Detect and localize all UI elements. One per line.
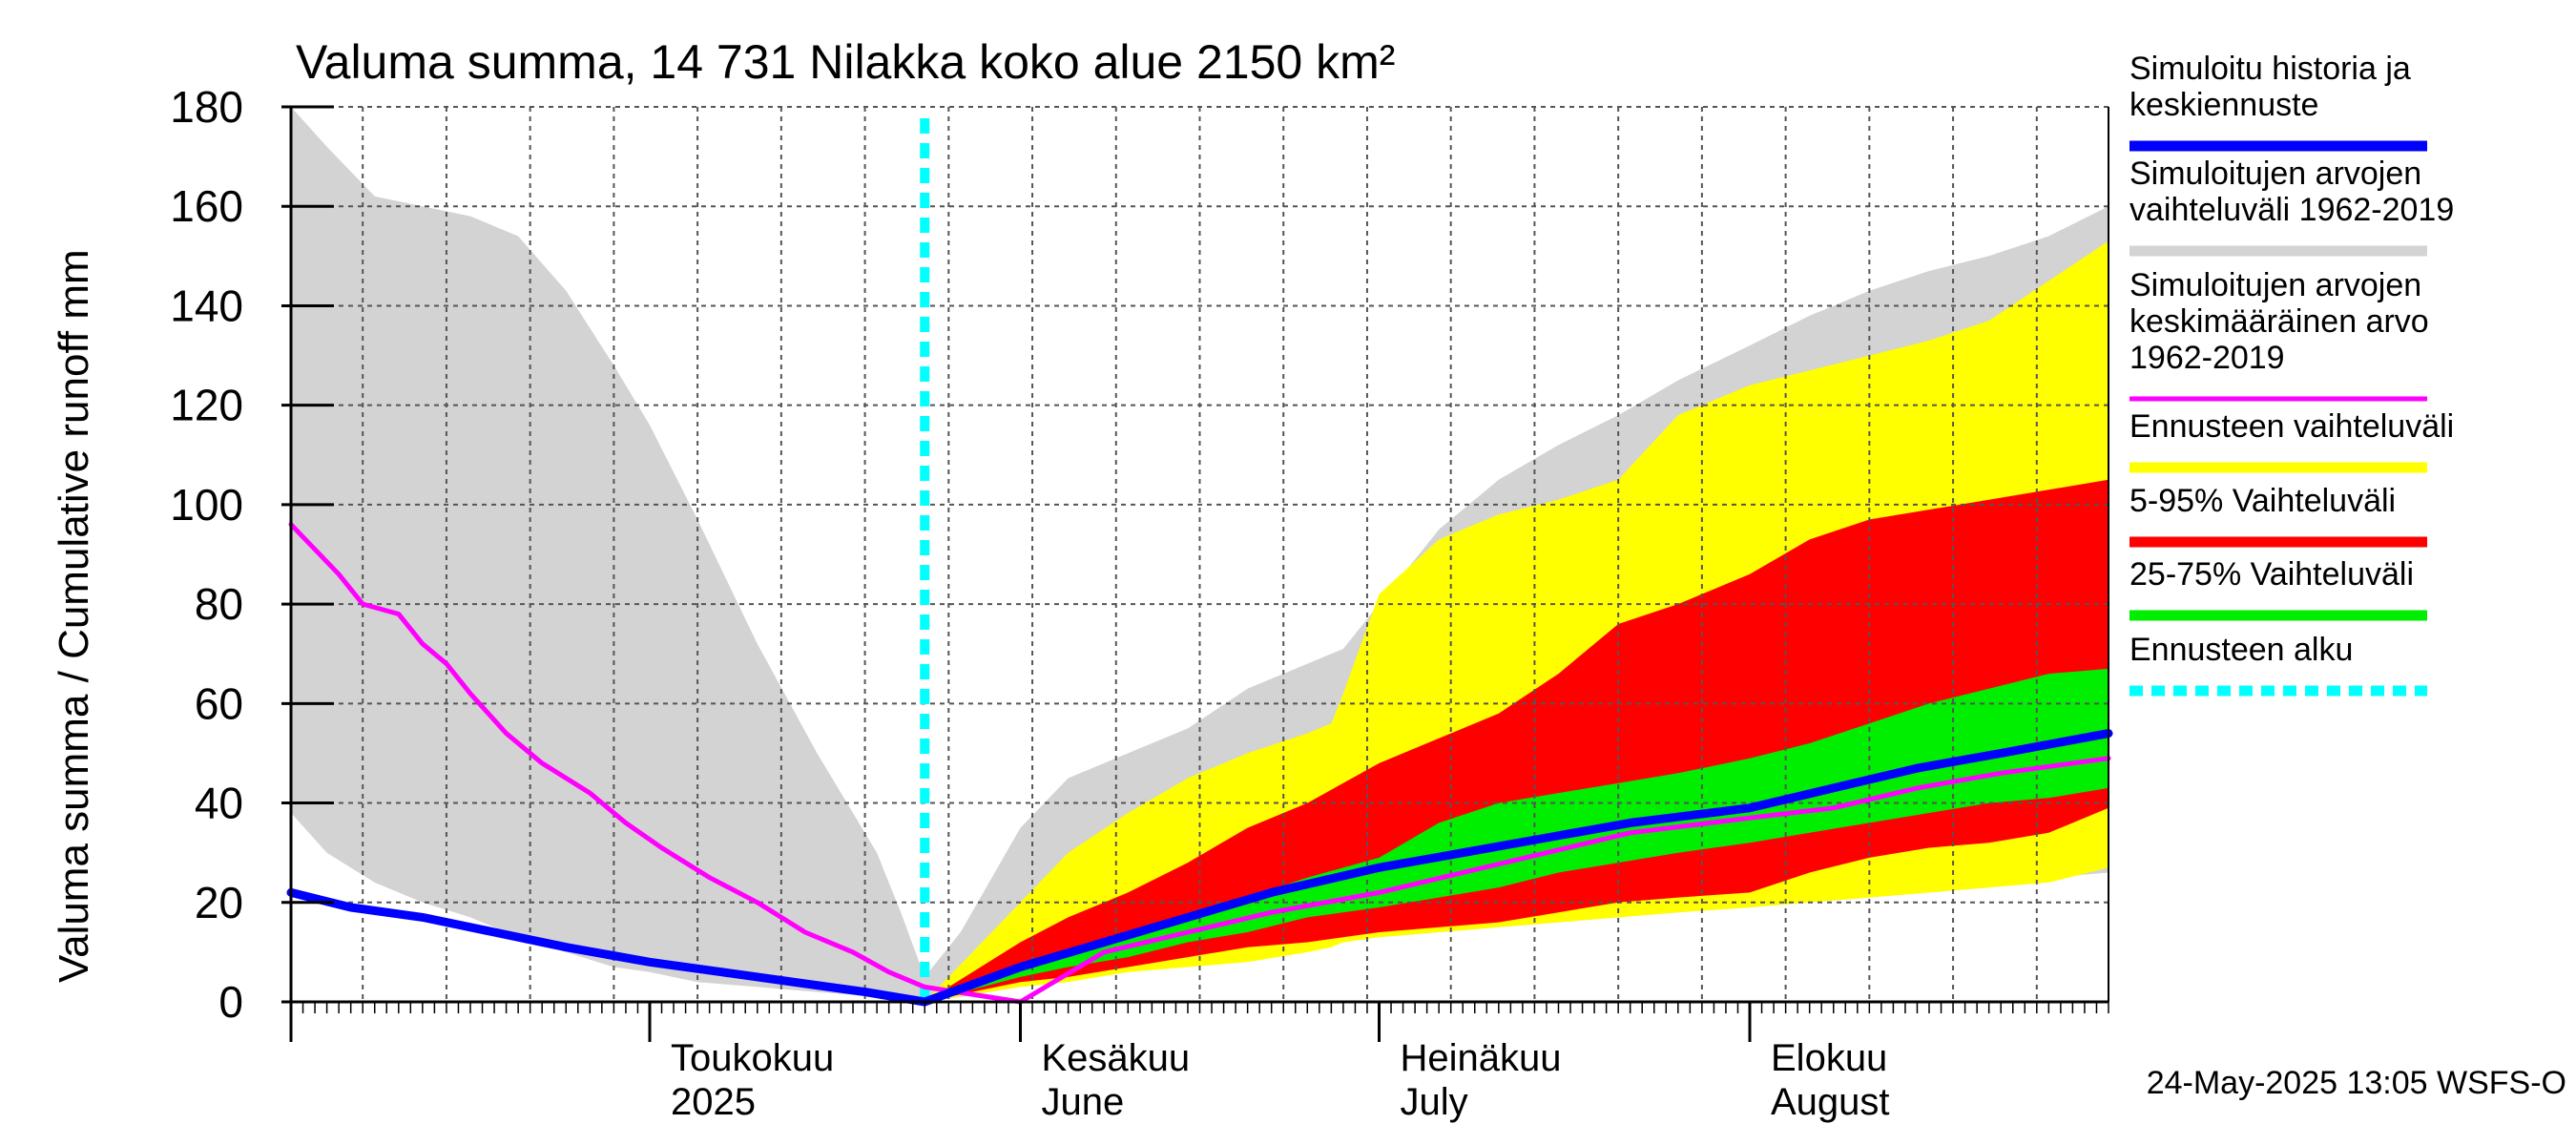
legend-label: 1962-2019 [2129, 340, 2285, 376]
x-month-label: Heinäkuu [1400, 1037, 1561, 1079]
x-year-label: August [1771, 1081, 1890, 1123]
legend-label: vaihteluväli 1962-2019 [2129, 192, 2454, 228]
x-month-label: Elokuu [1771, 1037, 1887, 1079]
y-tick-label: 160 [170, 181, 243, 231]
y-tick-label: 0 [218, 977, 243, 1027]
timestamp-footer: 24-May-2025 13:05 WSFS-O [2147, 1065, 2566, 1101]
p25-75-band [924, 668, 2109, 1002]
simulated-line [286, 729, 2113, 1007]
gridlines [291, 106, 2109, 1002]
mean-line [288, 522, 2111, 1005]
y-tick-label: 120 [170, 381, 243, 430]
x-month-label: Kesäkuu [1042, 1037, 1191, 1079]
legend-label: Ennusteen alku [2129, 632, 2353, 668]
legend-label: Simuloitu historia ja [2129, 51, 2411, 87]
y-tick-label: 140 [170, 281, 243, 330]
y-tick-label: 180 [170, 82, 243, 132]
legend-label: keskimääräinen arvo [2129, 303, 2429, 340]
legend-label: Ennusteen vaihteluväli [2129, 408, 2454, 445]
x-year-label: June [1042, 1081, 1125, 1123]
y-tick-label: 60 [195, 678, 243, 728]
p5-95-band [924, 479, 2109, 1002]
y-axis-label: Valuma summa / Cumulative runoff mm [51, 249, 97, 983]
y-tick-label: 80 [195, 579, 243, 629]
series-lines [286, 118, 2113, 1007]
legend-label: keskiennuste [2129, 87, 2318, 123]
y-tick-label: 100 [170, 480, 243, 530]
legend-label: 5-95% Vaihteluväli [2129, 483, 2396, 519]
x-year-label: 2025 [671, 1081, 756, 1123]
y-tick-label: 40 [195, 779, 243, 828]
x-month-label: Toukokuu [671, 1037, 834, 1079]
y-tick-label: 20 [195, 878, 243, 927]
x-year-label: July [1400, 1081, 1467, 1123]
chart-title: Valuma summa, 14 731 Nilakka koko alue 2… [296, 35, 1395, 89]
legend-label: Simuloitujen arvojen [2129, 156, 2421, 192]
legend-label: 25-75% Vaihteluväli [2129, 556, 2414, 593]
legend-label: Simuloitujen arvojen [2129, 267, 2421, 303]
